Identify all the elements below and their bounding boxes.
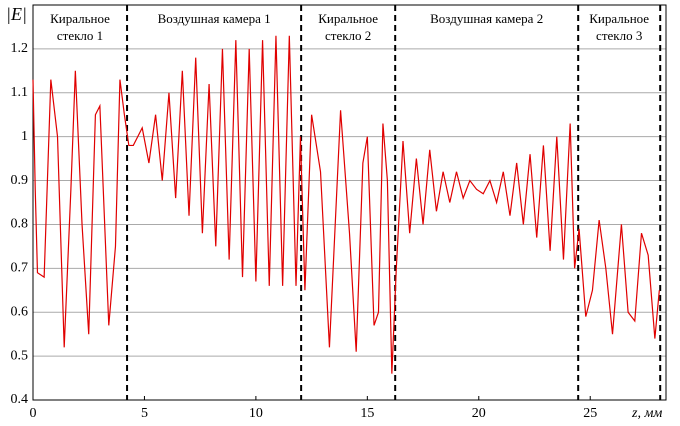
region-label: стекло 3 — [596, 28, 642, 43]
x-tick-label: 10 — [249, 406, 263, 421]
y-tick-label: 1.2 — [11, 41, 29, 56]
y-tick-label: 0.6 — [11, 304, 29, 319]
x-axis-label: z, мм — [631, 406, 662, 421]
x-tick-label: 5 — [141, 406, 148, 421]
region-label: Киральное — [589, 11, 649, 26]
data-line — [32, 35, 660, 374]
y-tick-label: 1 — [21, 129, 28, 144]
y-tick-label: 0.9 — [11, 173, 29, 188]
x-tick-label: 0 — [30, 406, 37, 421]
y-tick-label: 0.8 — [11, 217, 29, 232]
y-tick-label: 0.5 — [11, 348, 29, 363]
region-label: Воздушная камера 2 — [430, 11, 543, 26]
plot-frame — [32, 4, 667, 401]
x-tick-label: 20 — [472, 406, 486, 421]
region-label: стекло 2 — [325, 28, 371, 43]
region-label: стекло 1 — [57, 28, 103, 43]
x-tick-label: 25 — [583, 406, 597, 421]
region-label: Киральное — [50, 11, 110, 26]
y-tick-label: 0.7 — [11, 261, 29, 276]
x-tick-label: 15 — [360, 406, 374, 421]
y-tick-label: 1.1 — [11, 85, 29, 100]
region-label: Воздушная камера 1 — [158, 11, 271, 26]
y-tick-label: 0.4 — [11, 392, 29, 407]
region-label: Киральное — [318, 11, 378, 26]
y-axis-label: |E| — [6, 4, 27, 24]
